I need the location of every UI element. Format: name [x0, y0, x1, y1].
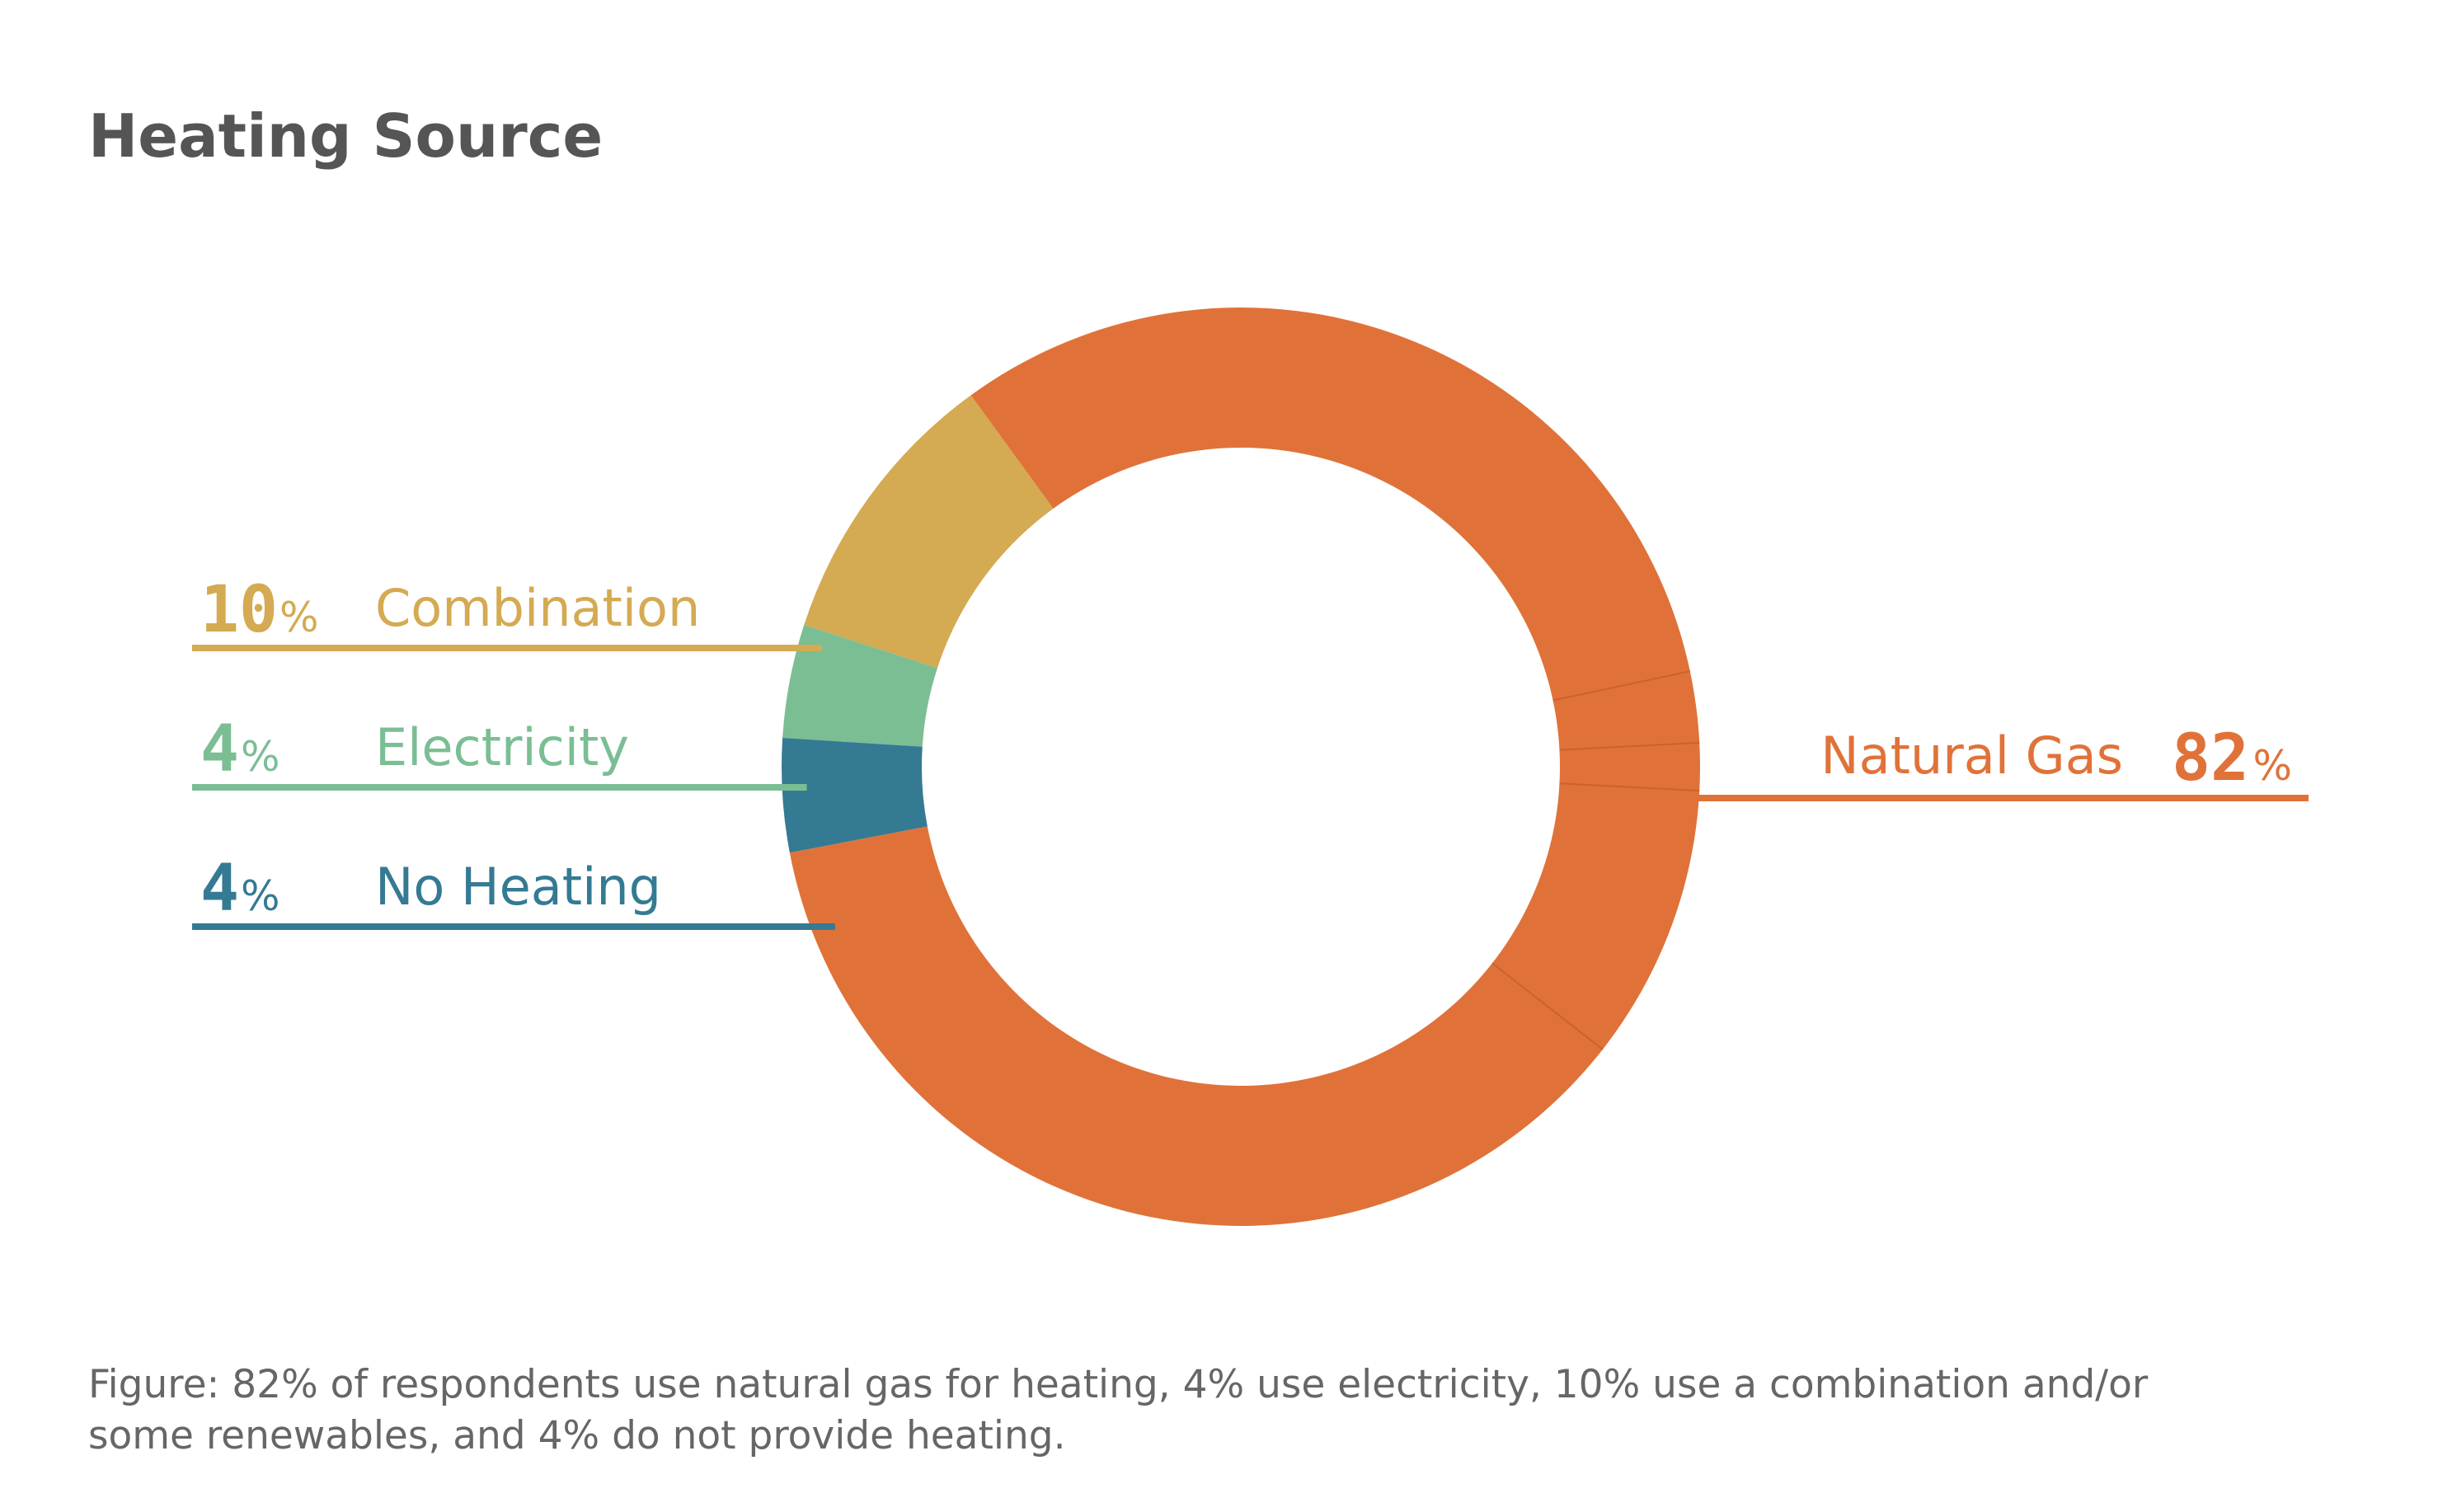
- slice-no-heating: [782, 738, 928, 853]
- slice-seam: [1491, 962, 1604, 1050]
- value-no-heating: 4: [200, 852, 239, 926]
- slice-seam: [1559, 782, 1700, 792]
- label-natural-gas: Natural Gas: [1820, 725, 2123, 786]
- callout-combination: 10% Combination: [192, 573, 822, 651]
- percent-sign-no-heating: %: [241, 872, 280, 920]
- slice-natural-gas: [789, 308, 1701, 1226]
- figure-caption-line-2: some renewables, and 4% do not provide h…: [88, 1413, 1066, 1458]
- callout-labels: 10% Combination 4% Electricity 4% No Heating%…: [192, 573, 2309, 930]
- value-natural-gas: 82: [2172, 721, 2249, 796]
- slice-electricity: [782, 624, 937, 747]
- chart-title: Heating Source: [88, 101, 603, 171]
- slice-combination: [804, 395, 1054, 669]
- callout-electricity: 4% Electricity: [192, 712, 807, 791]
- figure-caption-line-1: Figure: 82% of respondents use natural g…: [88, 1362, 2149, 1407]
- percent-sign-electricity: %: [241, 733, 280, 781]
- callout-natural-gas: %82 Natural Gas: [1674, 721, 2309, 801]
- percent-sign-combination: %: [279, 594, 319, 641]
- callout-no-heating: 4% No Heating: [192, 852, 835, 930]
- slice-seam: [1552, 670, 1691, 702]
- percent-sign-natural-gas: %: [2252, 742, 2292, 790]
- label-no-heating: No Heating: [375, 857, 661, 917]
- slice-seam: [1559, 741, 1700, 751]
- value-electricity: 4: [200, 712, 239, 787]
- label-electricity: Electricity: [375, 717, 629, 777]
- value-combination: 10: [200, 573, 278, 647]
- donut-ring: [782, 308, 1701, 1226]
- donut-seams: [1491, 670, 1700, 1050]
- label-combination: Combination: [375, 578, 700, 638]
